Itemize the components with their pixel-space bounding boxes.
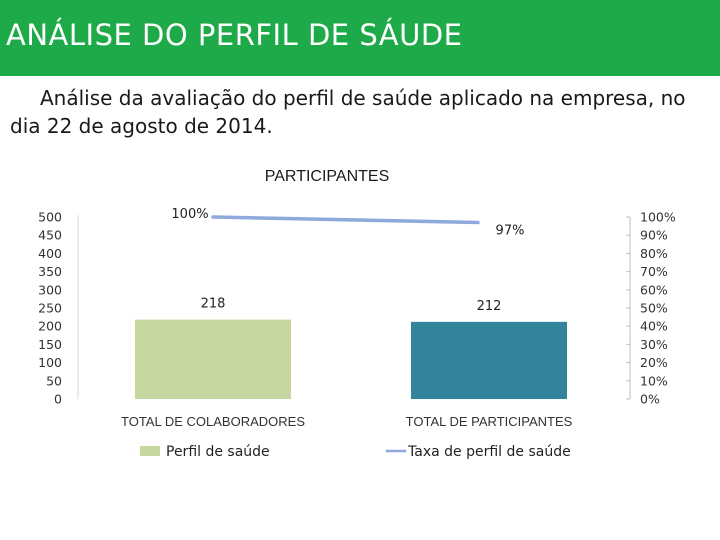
- right-tick-label: 80%: [640, 246, 668, 261]
- participants-chart: PARTICIPANTES 50045040035030025020015010…: [38, 168, 676, 460]
- right-tick-label: 10%: [640, 373, 668, 388]
- legend-label: Taxa de perfil de saúde: [407, 444, 571, 460]
- bar-data-label: 212: [477, 299, 502, 314]
- line-data-label: 97%: [496, 223, 525, 238]
- left-tick-label: 0: [54, 392, 62, 407]
- bar-2: [411, 321, 567, 399]
- category-label: TOTAL DE PARTICIPANTES: [406, 414, 573, 429]
- page-title: ANÁLISE DO PERFIL DE SÁUDE: [6, 18, 463, 52]
- left-tick-label: 50: [46, 373, 62, 388]
- chart-title: PARTICIPANTES: [265, 168, 389, 185]
- left-tick-label: 450: [38, 228, 62, 243]
- right-tick-label: 20%: [640, 355, 668, 370]
- right-tick-label: 90%: [640, 228, 668, 243]
- category-labels: TOTAL DE COLABORADORES TOTAL DE PARTICIPA…: [121, 414, 573, 429]
- category-label: TOTAL DE COLABORADORES: [121, 414, 305, 429]
- left-tick-label: 500: [38, 210, 62, 225]
- right-tick-label: 40%: [640, 319, 668, 334]
- right-tick-label: 0%: [640, 392, 660, 407]
- right-tick-label: 60%: [640, 282, 668, 297]
- left-tick-label: 200: [38, 319, 62, 334]
- right-tick-label: 100%: [640, 210, 676, 225]
- right-tick-label: 30%: [640, 337, 668, 352]
- left-tick-label: 400: [38, 246, 62, 261]
- bar-data-label: 218: [201, 297, 226, 312]
- bars: 218 212: [135, 297, 567, 399]
- line-series: 100% 97%: [171, 207, 524, 238]
- rate-line: [211, 215, 480, 225]
- left-tick-label: 250: [38, 301, 62, 316]
- line-data-label: 100%: [171, 207, 208, 222]
- left-tick-label: 300: [38, 282, 62, 297]
- right-tick-label: 70%: [640, 264, 668, 279]
- right-tick-label: 50%: [640, 301, 668, 316]
- left-tick-label: 100: [38, 355, 62, 370]
- page-subtitle: Análise da avaliação do perfil de saúde …: [10, 86, 686, 138]
- right-axis: 100% 90% 80% 70% 60% 50% 40% 30% 20% 10% 0%: [626, 210, 676, 407]
- left-tick-label: 150: [38, 337, 62, 352]
- left-tick-label: 350: [38, 264, 62, 279]
- legend: Perfil de saúde Taxa de perfil de saúde: [140, 444, 571, 460]
- legend-label: Perfil de saúde: [166, 444, 270, 460]
- title-bar: ANÁLISE DO PERFIL DE SÁUDE: [0, 0, 720, 76]
- bar-1: [135, 319, 291, 399]
- legend-swatch-bar: [140, 446, 160, 456]
